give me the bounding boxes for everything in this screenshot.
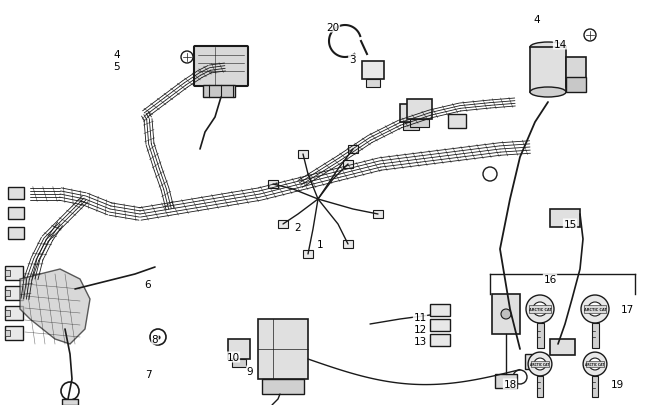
Bar <box>407 100 432 120</box>
Polygon shape <box>20 269 90 344</box>
Bar <box>232 359 246 367</box>
Bar <box>373 211 383 218</box>
Bar <box>430 319 450 331</box>
Bar <box>592 376 598 397</box>
Text: ARCTIC CAT: ARCTIC CAT <box>530 362 550 366</box>
Circle shape <box>534 358 546 370</box>
Bar <box>362 62 384 80</box>
Bar <box>537 376 543 397</box>
Bar <box>228 339 250 359</box>
Text: 11: 11 <box>413 312 426 322</box>
Text: 16: 16 <box>543 274 556 284</box>
Text: 2: 2 <box>294 222 302 232</box>
Text: 20: 20 <box>326 23 339 33</box>
Bar <box>343 161 353 168</box>
Bar <box>530 48 566 93</box>
Bar <box>8 188 24 200</box>
Text: 8: 8 <box>151 334 159 344</box>
Bar <box>586 361 604 367</box>
Circle shape <box>528 352 552 376</box>
Bar <box>5 270 10 276</box>
Text: 7: 7 <box>145 369 151 379</box>
Bar <box>566 78 586 93</box>
Bar <box>203 86 235 98</box>
Bar <box>536 323 543 348</box>
Circle shape <box>61 382 79 400</box>
Bar <box>550 339 575 355</box>
Bar <box>5 266 23 280</box>
Bar <box>348 146 358 153</box>
Bar <box>62 399 78 405</box>
Bar <box>5 330 10 336</box>
Circle shape <box>533 302 547 316</box>
Text: 3: 3 <box>348 55 356 65</box>
Text: ARCTIC CAT: ARCTIC CAT <box>584 307 606 311</box>
Circle shape <box>513 370 527 384</box>
Bar <box>5 306 23 320</box>
Bar <box>258 319 308 379</box>
Bar <box>584 305 606 313</box>
Bar <box>430 334 450 346</box>
Text: 4: 4 <box>534 15 540 25</box>
FancyBboxPatch shape <box>194 47 248 87</box>
Bar <box>403 123 419 131</box>
Ellipse shape <box>530 88 566 98</box>
Circle shape <box>526 295 554 323</box>
Bar <box>278 220 288 228</box>
Text: 4: 4 <box>114 50 120 60</box>
Text: 19: 19 <box>610 379 623 389</box>
Bar <box>5 286 23 300</box>
Bar <box>495 374 517 388</box>
Bar <box>550 209 580 228</box>
Circle shape <box>581 295 609 323</box>
Text: ARCTIC CAT: ARCTIC CAT <box>528 307 551 311</box>
Text: 6: 6 <box>145 279 151 289</box>
Circle shape <box>589 358 601 370</box>
Bar <box>566 58 586 88</box>
Bar <box>268 181 278 189</box>
Circle shape <box>501 309 511 319</box>
Bar <box>303 250 313 258</box>
Bar <box>448 115 466 129</box>
Text: 12: 12 <box>413 324 426 334</box>
Bar <box>430 304 450 316</box>
Bar <box>343 241 353 248</box>
Bar <box>525 354 547 369</box>
Bar <box>492 294 520 334</box>
Text: 10: 10 <box>226 352 240 362</box>
Text: 18: 18 <box>503 379 517 389</box>
Bar <box>400 105 422 123</box>
Text: 9: 9 <box>247 366 254 376</box>
Text: 17: 17 <box>620 304 634 314</box>
Text: 15: 15 <box>564 220 577 230</box>
Bar <box>530 361 549 367</box>
Bar <box>5 290 10 296</box>
Bar <box>366 80 380 88</box>
Circle shape <box>583 352 607 376</box>
Circle shape <box>483 168 497 181</box>
Text: 14: 14 <box>553 40 567 50</box>
Bar <box>298 151 308 159</box>
Bar <box>529 305 551 313</box>
Bar <box>8 207 24 220</box>
Circle shape <box>584 30 596 42</box>
Text: ARCTIC CAT: ARCTIC CAT <box>586 362 604 366</box>
Bar <box>5 310 10 316</box>
Ellipse shape <box>530 43 566 53</box>
Bar <box>5 326 23 340</box>
Bar <box>410 120 429 128</box>
Text: 1: 1 <box>317 239 323 249</box>
Circle shape <box>150 329 166 345</box>
Circle shape <box>588 302 602 316</box>
Bar <box>262 379 304 394</box>
Bar <box>592 323 599 348</box>
Text: 5: 5 <box>114 62 120 72</box>
Circle shape <box>181 52 193 64</box>
Text: 13: 13 <box>413 336 426 346</box>
Bar <box>8 228 24 239</box>
